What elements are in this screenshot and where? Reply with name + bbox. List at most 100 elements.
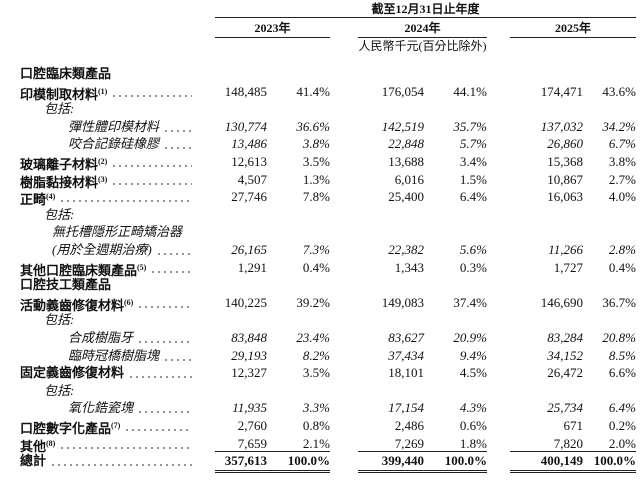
label-text: 口腔技工類產品 — [20, 277, 112, 293]
cell-value: 36.7% — [602, 294, 636, 310]
footnote-ref: (5) — [137, 262, 147, 272]
cell-value: 26,472 — [547, 365, 583, 381]
rule — [510, 451, 636, 453]
rule — [358, 37, 487, 38]
cell-value: 11,266 — [548, 242, 583, 257]
row-label: 正畸(4) — [20, 189, 55, 208]
row-label: 無托槽隱形正畸矯治器 — [52, 224, 182, 240]
cell-value: 100.0% — [593, 453, 636, 469]
footnote-ref: (4) — [46, 192, 56, 202]
cell-value: 1.3% — [302, 171, 330, 187]
label-text: (用於全週期治療) — [52, 242, 152, 257]
label-text: 咬合記錄硅橡膠 — [68, 136, 160, 152]
footnote-ref: (1) — [98, 86, 108, 96]
cell-value: 4,507 — [237, 171, 267, 187]
dot-leader — [50, 464, 192, 467]
dot-leader — [163, 147, 192, 150]
cell-value: 20.9% — [453, 330, 487, 345]
cell-value: 12,327 — [231, 365, 267, 381]
cell-value: 15,368 — [547, 154, 583, 169]
cell-value: 8.5% — [608, 347, 636, 363]
cell-value: 5.7% — [459, 136, 487, 152]
dot-leader — [156, 253, 192, 255]
row-label: 活動義齒修復材料(6) — [20, 295, 133, 314]
cell-value: 34.2% — [602, 118, 636, 134]
cell-value: 2.1% — [302, 435, 330, 451]
cell-value: 25,400 — [388, 189, 424, 205]
row-label: 包括: — [44, 312, 74, 328]
dot-leader — [137, 411, 192, 414]
cell-value: 400,149 — [540, 453, 583, 469]
footnote-ref: (7) — [111, 421, 121, 430]
cell-value: 671 — [563, 418, 584, 433]
rule — [215, 37, 330, 38]
cell-value: 25,734 — [547, 400, 583, 416]
cell-value: 13,486 — [231, 136, 267, 152]
cell-value: 1,343 — [394, 259, 424, 275]
label-text: 合成樹脂牙 — [68, 330, 134, 345]
row-label: (用於全週期治療) — [52, 242, 152, 258]
cell-value: 34,152 — [547, 347, 583, 363]
label-text: 包括: — [44, 312, 75, 328]
cell-value: 22,382 — [388, 242, 424, 257]
cell-value: 10,867 — [547, 171, 583, 187]
cell-value: 22,848 — [388, 136, 424, 152]
unit-note: 人民幣千元(百分比除外) — [358, 39, 487, 53]
row-label: 印模制取材料(1) — [20, 84, 107, 103]
row-label: 咬合記錄硅橡膠 — [68, 136, 159, 152]
cell-value: 18,101 — [388, 365, 424, 381]
cell-value: 83,284 — [547, 330, 583, 345]
row-label: 口腔數字化產品(7) — [20, 418, 120, 437]
rule — [215, 451, 330, 453]
cell-value: 8.2% — [302, 347, 330, 363]
label-text: 樹脂黏接材料 — [20, 174, 99, 190]
cell-value: 0.4% — [302, 259, 330, 275]
rule — [358, 472, 487, 474]
cell-value: 83,848 — [231, 330, 267, 345]
cell-value: 2.0% — [608, 435, 636, 451]
rule — [215, 472, 330, 474]
cell-value: 0.8% — [302, 418, 330, 433]
cell-value: 27,746 — [231, 189, 267, 205]
cell-value: 7,269 — [394, 435, 424, 451]
dot-leader — [111, 165, 192, 167]
cell-value: 35.7% — [453, 118, 487, 134]
label-text: 無托槽隱形正畸矯治器 — [52, 224, 183, 240]
row-label: 其他(8) — [20, 436, 55, 455]
cell-value: 16,063 — [547, 189, 583, 205]
cell-value: 130,774 — [224, 118, 267, 134]
dot-leader — [59, 200, 192, 203]
cell-value: 83,627 — [388, 330, 424, 345]
cell-value: 140,225 — [224, 294, 267, 310]
cell-value: 1.8% — [459, 435, 487, 451]
cell-value: 9.4% — [459, 347, 487, 363]
row-label: 總計 — [20, 453, 46, 469]
cell-value: 20.8% — [602, 330, 636, 345]
cell-value: 23.4% — [296, 330, 330, 345]
cell-value: 4.0% — [608, 189, 636, 205]
cell-value: 142,519 — [381, 118, 424, 134]
row-label: 口腔臨床類產品 — [20, 66, 111, 82]
cell-value: 4.5% — [459, 365, 487, 381]
label-text: 包括: — [44, 206, 75, 222]
row-label: 包括: — [44, 207, 74, 223]
cell-value: 26,165 — [231, 242, 267, 257]
label-text: 其他口腔臨床類產品 — [20, 262, 138, 278]
row-label: 臨時冠橋樹脂塊 — [68, 348, 159, 364]
cell-value: 174,471 — [540, 83, 583, 99]
cell-value: 6.6% — [608, 365, 636, 381]
row-label: 固定義齒修復材料 — [20, 365, 124, 381]
cell-value: 399,440 — [381, 453, 424, 469]
cell-value: 0.6% — [459, 418, 487, 433]
dot-leader — [124, 429, 192, 431]
cell-value: 2.8% — [608, 242, 636, 257]
dot-leader — [163, 358, 192, 361]
cell-value: 146,690 — [540, 294, 583, 310]
label-text: 活動義齒修復材料 — [20, 297, 125, 313]
cell-value: 2,486 — [394, 418, 424, 433]
cell-value: 44.1% — [453, 83, 487, 99]
dot-leader — [111, 94, 192, 97]
dot-leader — [111, 182, 192, 185]
year-header: 2025年 — [554, 21, 591, 35]
